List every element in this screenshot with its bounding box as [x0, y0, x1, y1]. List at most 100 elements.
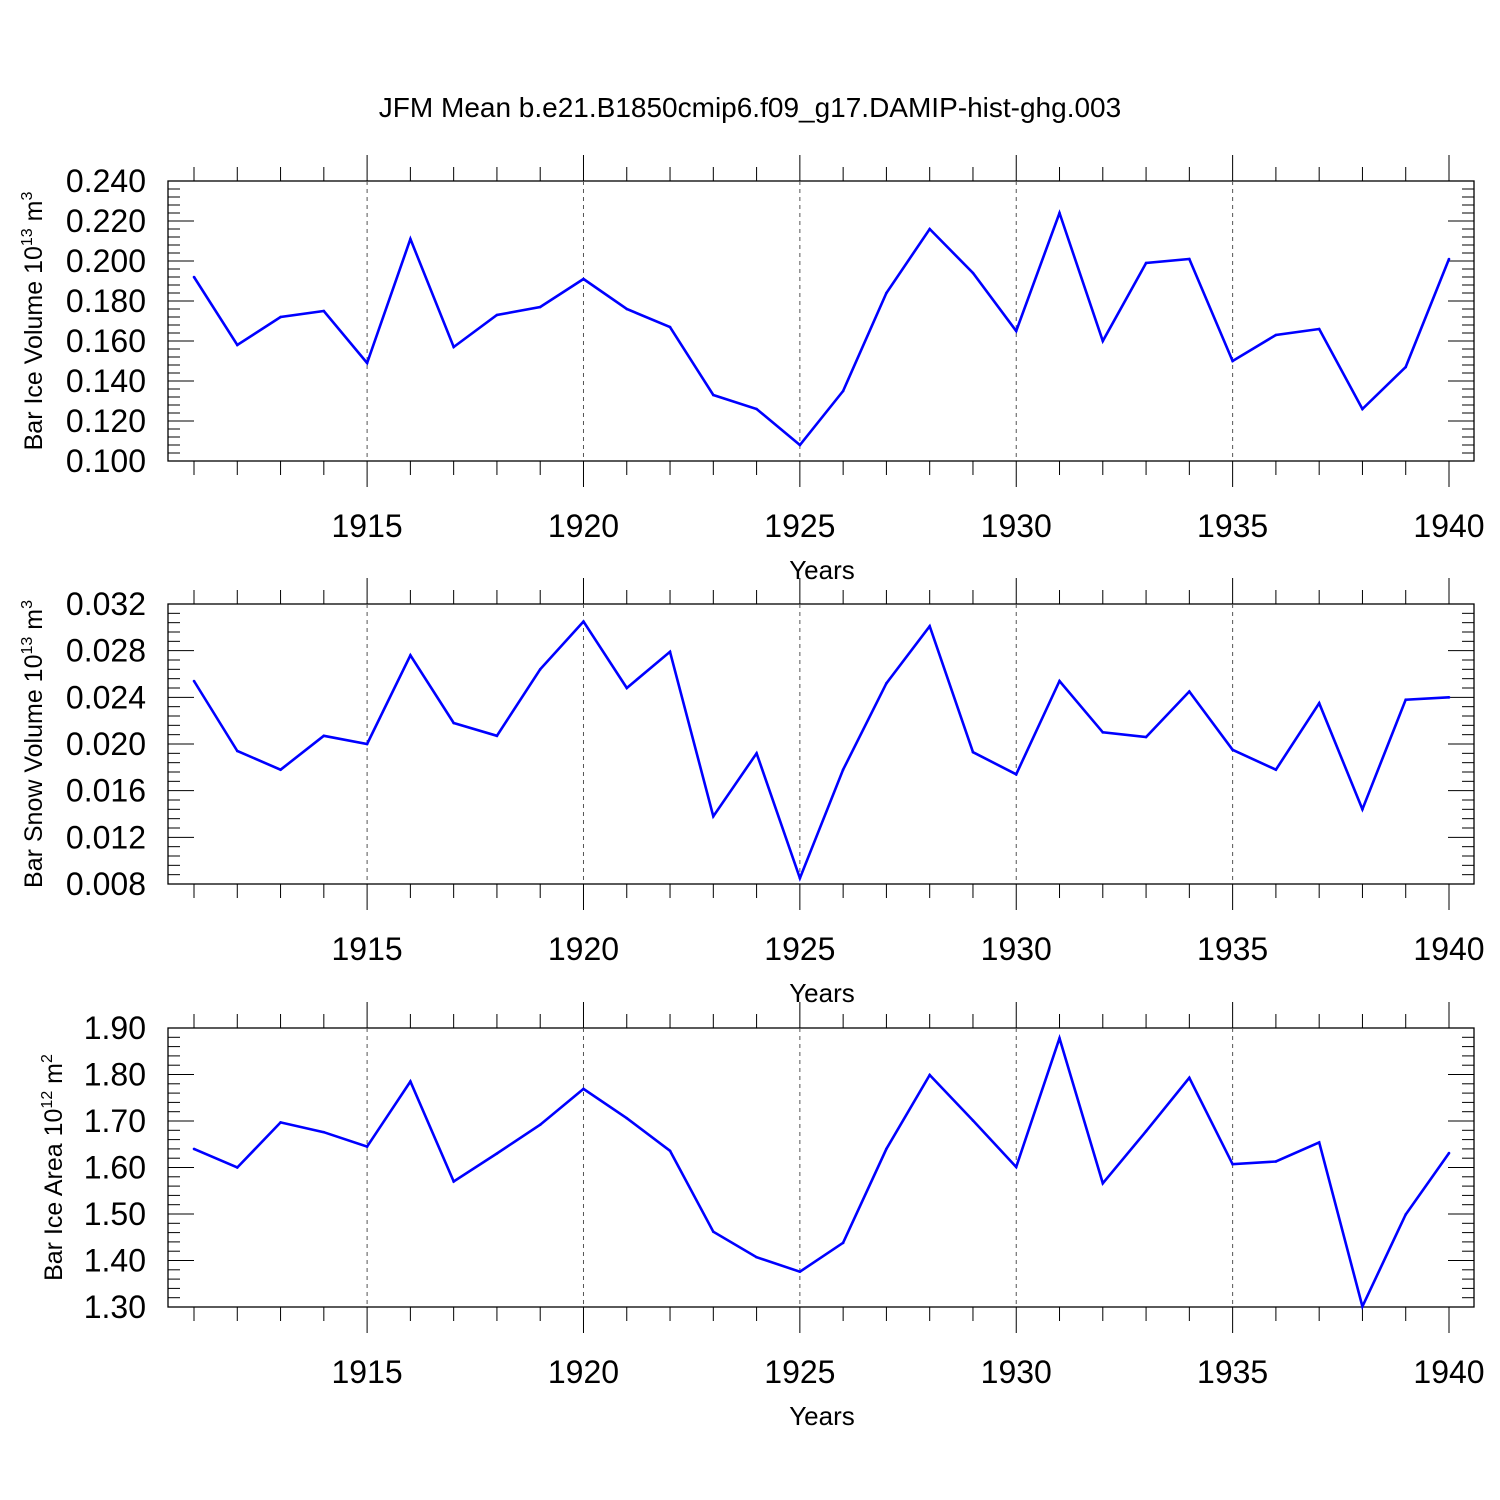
x-tick-label: 1925	[764, 1354, 835, 1390]
y-tick-label: 1.90	[84, 1010, 146, 1046]
data-point	[1058, 211, 1061, 215]
x-tick-label: 1925	[764, 931, 835, 967]
data-point	[1274, 768, 1278, 771]
x-tick-label: 1920	[548, 508, 619, 544]
y-axis-label: Bar Snow Volume 1013 m3	[19, 600, 48, 888]
data-point	[365, 1145, 369, 1148]
x-tick-label: 1920	[548, 1354, 619, 1390]
y-tick-label: 0.200	[66, 243, 146, 279]
y-tick-label: 1.80	[84, 1057, 146, 1093]
data-point	[928, 624, 931, 628]
data-point	[279, 315, 282, 319]
y-tick-label: 1.60	[84, 1150, 146, 1186]
data-point	[885, 1147, 888, 1151]
y-tick-label: 0.100	[66, 443, 146, 479]
data-point	[1231, 359, 1234, 363]
data-point	[1101, 1182, 1105, 1185]
x-axis-label: Years	[789, 555, 855, 585]
y-tick-label: 0.008	[66, 866, 146, 902]
x-tick-label: 1915	[332, 931, 403, 967]
data-point	[495, 1152, 499, 1155]
data-point	[1447, 257, 1451, 261]
data-point	[495, 313, 499, 317]
x-tick-label: 1935	[1197, 508, 1268, 544]
data-point	[625, 1116, 629, 1120]
data-point	[495, 734, 499, 738]
data-point	[1144, 735, 1148, 739]
y-tick-label: 0.032	[66, 586, 146, 622]
data-point	[1317, 1141, 1321, 1144]
data-point	[582, 277, 585, 281]
x-tick-label: 1915	[332, 508, 403, 544]
data-point	[279, 768, 282, 771]
data-point	[322, 1130, 326, 1134]
data-point	[668, 325, 672, 329]
data-point	[409, 237, 412, 241]
x-tick-label: 1915	[332, 1354, 403, 1390]
y-tick-label: 0.012	[66, 819, 146, 855]
x-tick-label: 1925	[764, 508, 835, 544]
data-point	[538, 1123, 542, 1127]
x-axis-label: Years	[789, 1401, 855, 1431]
chart-panel-2: 1915 1920 1925 1930 1935 1940 Years 0.008 0.012 0…	[19, 578, 1485, 1008]
y-tick-label: 0.024	[66, 679, 146, 715]
data-point	[1231, 748, 1234, 752]
data-point	[235, 343, 239, 347]
chart-panel-3: 1915 1920 1925 1930 1935 1940 Years 1.30 1.40 1.5…	[39, 1002, 1485, 1431]
data-point	[971, 1119, 975, 1122]
chart-panel-1: 1915 1920 1925 1930 1935 1940 Years 0.100 0.120 0…	[19, 155, 1485, 585]
data-point	[409, 654, 412, 657]
y-tick-label: 0.028	[66, 633, 146, 669]
data-point	[235, 749, 239, 753]
data-point	[755, 407, 758, 411]
data-point	[1274, 1160, 1278, 1163]
data-point	[798, 443, 802, 447]
data-point	[841, 389, 845, 393]
data-point	[235, 1166, 239, 1169]
data-point	[1014, 773, 1018, 776]
data-point	[322, 309, 326, 313]
plot-frame	[167, 180, 1475, 462]
y-tick-label: 0.240	[66, 163, 146, 199]
data-point	[582, 1087, 585, 1091]
data-point	[712, 1230, 715, 1233]
y-tick-label: 0.160	[66, 323, 146, 359]
data-point	[279, 1121, 282, 1124]
data-point	[1058, 679, 1061, 683]
data-point	[1447, 1151, 1451, 1155]
data-point	[1361, 407, 1364, 411]
data-point	[1014, 329, 1018, 333]
y-tick-label: 0.140	[66, 363, 146, 399]
data-point	[538, 668, 542, 671]
y-tick-label: 1.40	[84, 1243, 146, 1279]
data-point	[1317, 701, 1321, 705]
series-line	[192, 619, 1450, 882]
data-point	[1144, 1129, 1148, 1133]
data-point	[971, 750, 975, 754]
x-axis-label: Years	[789, 978, 855, 1008]
data-point	[1231, 1162, 1234, 1166]
data-point	[1361, 808, 1364, 811]
data-point	[841, 768, 845, 771]
x-tick-label: 1940	[1413, 508, 1484, 544]
data-point	[1274, 333, 1278, 337]
data-point	[928, 227, 931, 231]
data-point	[1404, 1213, 1408, 1216]
data-point	[322, 734, 326, 738]
y-tick-label: 0.120	[66, 403, 146, 439]
data-point	[1188, 1076, 1191, 1080]
x-tick-label: 1935	[1197, 931, 1268, 967]
data-point	[625, 686, 629, 690]
data-point	[1404, 365, 1408, 369]
data-point	[798, 876, 802, 880]
data-point	[192, 1147, 196, 1151]
y-axis-label: Bar Ice Volume 1013 m3	[19, 192, 48, 451]
series-line	[192, 209, 1451, 447]
y-tick-label: 0.220	[66, 203, 146, 239]
x-tick-label: 1930	[981, 1354, 1052, 1390]
x-tick-label: 1940	[1413, 931, 1484, 967]
data-point	[1058, 1036, 1061, 1040]
data-point	[1404, 698, 1408, 701]
x-tick-label: 1930	[981, 931, 1052, 967]
y-tick-label: 1.70	[84, 1103, 146, 1139]
